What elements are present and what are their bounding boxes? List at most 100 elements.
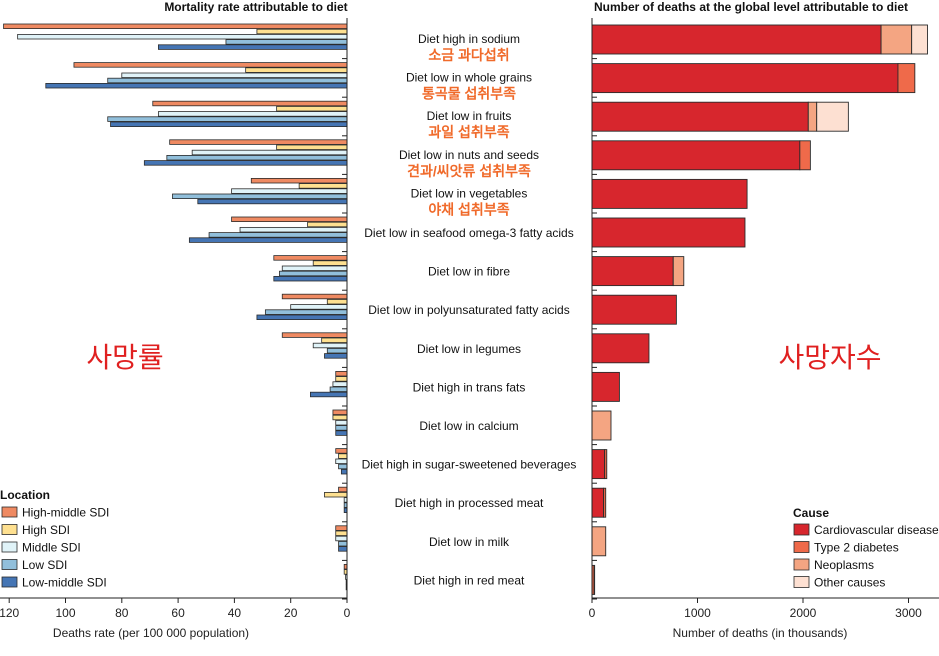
left-bar-high-middle-sdi-diet-high-in-processed-meat [338,486,348,493]
category-label-diet-low-in-calcium: Diet low in calcium [419,419,518,433]
left-bar-low-middle-sdi-diet-low-in-fruits [110,121,348,127]
right-bar-neoplasms-diet-low-in-calcium [591,410,612,441]
right-bar-cardiovascular-diseases-diet-low-in-seafood-omega-3-fatty-acids [591,217,746,248]
category-label-diet-high-in-processed-meat: Diet high in processed meat [395,496,544,510]
right-bar-cardiovascular-diseases-diet-high-in-sugar-sweetened-beverages [591,449,606,480]
left-bar-low-sdi-diet-high-in-sugar-sweetened-beverages [338,463,348,470]
right-title: Number of deaths at the global level att… [594,0,908,14]
left-bar-middle-sdi-diet-high-in-sugar-sweetened-beverages [335,458,348,464]
left-legend-title: Location [0,488,50,502]
right-bar-type-2-diabetes-diet-high-in-sugar-sweetened-beverages [604,449,608,480]
right-legend-label-neoplasms: Neoplasms [814,558,874,572]
left-legend-label-middle-sdi: Middle SDI [22,541,81,555]
right-bar-cardiovascular-diseases-diet-low-in-fruits [591,101,809,132]
left-xtick-label: 60 [171,606,185,620]
left-bar-high-middle-sdi-diet-low-in-fruits [152,100,348,107]
category-label-diet-low-in-whole-grains: Diet low in whole grains [406,71,532,85]
left-bar-low-middle-sdi-diet-high-in-sugar-sweetened-beverages [340,468,348,475]
right-legend-label-type-2-diabetes: Type 2 diabetes [814,541,899,555]
left-bar-high-sdi-diet-low-in-vegetables [298,183,348,189]
right-bar-cardiovascular-diseases-diet-low-in-legumes [591,333,650,364]
left-xtick-label: 20 [284,606,298,620]
left-bar-high-sdi-diet-high-in-sodium [256,28,348,35]
left-bar-middle-sdi-diet-low-in-vegetables [231,188,348,194]
left-bar-high-sdi-diet-low-in-seafood-omega-3-fatty-acids [307,221,348,228]
right-legend-label-cardiovascular-diseases: Cardiovascular diseases [814,523,939,537]
left-bar-high-middle-sdi-diet-low-in-calcium [332,409,348,415]
left-bar-low-sdi-diet-low-in-milk [338,541,348,547]
right-xtick-label: 2000 [790,606,817,620]
right-legend: Cause Cardiovascular diseases Type 2 diab… [793,506,939,590]
category-label-diet-high-in-red-meat: Diet high in red meat [414,573,525,587]
right-legend-label-other-causes: Other causes [814,576,885,590]
left-bar-low-sdi-diet-low-in-whole-grains [107,77,348,84]
right-bar-cardiovascular-diseases-diet-high-in-sodium [591,24,882,55]
left-bar-high-middle-sdi-diet-high-in-sodium [3,23,348,29]
right-bar-neoplasms-diet-high-in-red-meat [593,564,596,595]
right-bar-cardiovascular-diseases-diet-low-in-fibre [591,256,674,287]
left-bar-middle-sdi-diet-low-in-milk [335,535,348,542]
right-bar-cardiovascular-diseases-diet-low-in-nuts-and-seeds [591,140,801,171]
left-legend-label-low-middle-sdi: Low-middle SDI [22,576,107,590]
korean-label: 과일 섭취부족 [428,124,509,140]
category-label-diet-low-in-vegetables: Diet low in vegetables [411,186,528,200]
left-bar-high-sdi-diet-low-in-fruits [276,106,348,112]
right-bar-cardiovascular-diseases-diet-low-in-vegetables [591,178,748,209]
left-bar-high-sdi-diet-high-in-sugar-sweetened-beverages [338,453,348,459]
left-bar-high-middle-sdi-diet-low-in-seafood-omega-3-fatty-acids [231,216,348,222]
left-bar-high-sdi-diet-low-in-milk [335,530,348,536]
left-bar-low-middle-sdi-diet-high-in-sodium [157,44,348,50]
korean-label: 야채 섭취부족 [428,201,509,217]
left-bar-middle-sdi-diet-low-in-nuts-and-seeds [191,149,348,156]
right-xtick-label: 1000 [684,606,711,620]
left-xtick-label: 80 [115,606,129,620]
left-xtick-label: 100 [55,606,75,620]
left-bar-high-middle-sdi-diet-low-in-fibre [273,255,348,261]
left-bar-high-sdi-diet-low-in-nuts-and-seeds [276,144,348,150]
right-bar-type-2-diabetes-diet-low-in-nuts-and-seeds [799,140,811,171]
category-labels: Diet high in sodium Diet low in whole gra… [362,32,577,587]
right-xtick-label: 0 [589,606,596,620]
left-bar-high-middle-sdi-diet-high-in-trans-fats [335,370,348,377]
left-bar-low-sdi-diet-low-in-calcium [335,425,348,431]
right-bar-type-2-diabetes-diet-low-in-whole-grains [897,63,916,94]
left-bar-high-sdi-diet-low-in-fibre [312,260,348,266]
left-bar-high-sdi-diet-low-in-whole-grains [245,67,348,73]
right-big-label: 사망자수 [778,342,881,373]
left-bar-low-middle-sdi-diet-low-in-seafood-omega-3-fatty-acids [188,237,348,243]
left-bar-middle-sdi-diet-high-in-trans-fats [332,381,348,387]
right-bar-type-2-diabetes-diet-high-in-processed-meat [603,487,607,518]
left-bar-middle-sdi-diet-low-in-whole-grains [121,72,348,78]
left-bar-high-sdi-diet-high-in-processed-meat [324,491,348,498]
category-label-diet-low-in-polyunsaturated-fatty-acids: Diet low in polyunsaturated fatty acids [368,303,569,317]
korean-label: 통곡물 섭취부족 [422,86,516,102]
category-label-diet-low-in-nuts-and-seeds: Diet low in nuts and seeds [399,148,539,162]
left-bar-low-sdi-diet-low-in-legumes [326,347,348,354]
left-legend-label-low-sdi: Low SDI [22,558,67,572]
right-bar-cardiovascular-diseases-diet-low-in-polyunsaturated-fatty-acids [591,294,677,325]
right-legend-swatch-type-2-diabetes [793,541,810,553]
left-bar-high-middle-sdi-diet-low-in-vegetables [250,177,348,184]
right-bar-cardiovascular-diseases-diet-high-in-trans-fats [591,371,620,402]
left-bar-high-sdi-diet-high-in-trans-fats [335,376,348,382]
right-legend-swatch-cardiovascular-diseases [793,523,810,536]
category-label-diet-low-in-fruits: Diet low in fruits [427,109,512,123]
right-legend-swatch-other-causes [793,576,810,588]
left-legend-swatch-middle-sdi [1,541,18,553]
left-bar-low-sdi-diet-low-in-polyunsaturated-fatty-acids [264,309,348,315]
left-bar-high-middle-sdi-diet-high-in-sugar-sweetened-beverages [335,448,348,454]
left-bar-low-middle-sdi-diet-low-in-nuts-and-seeds [143,160,348,166]
left-bar-low-middle-sdi-diet-high-in-trans-fats [310,391,348,398]
left-bar-low-middle-sdi-diet-low-in-calcium [335,430,348,436]
left-bar-low-sdi-diet-high-in-sodium [225,39,348,45]
left-xtick-label: 40 [228,606,242,620]
right-bar-cardiovascular-diseases-diet-low-in-whole-grains [591,63,899,94]
right-bar-neoplasms-diet-high-in-sodium [880,24,913,55]
right-xtick-label: 3000 [895,606,922,620]
left-legend-label-high-middle-sdi: High-middle SDI [22,506,109,520]
left-x-label: Deaths rate (per 100 000 population) [53,626,249,640]
left-bar-low-sdi-diet-low-in-fruits [107,116,348,122]
category-label-diet-low-in-legumes: Diet low in legumes [417,342,521,356]
